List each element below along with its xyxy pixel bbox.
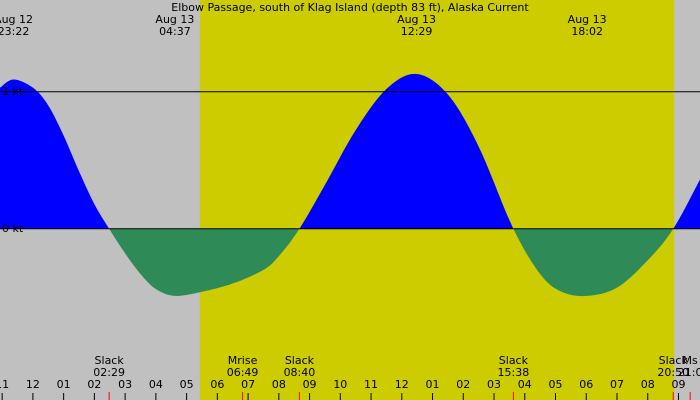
y-tick-label: 1 kt	[2, 85, 24, 98]
event-label: Ms	[683, 354, 698, 367]
x-tick-label: 09	[671, 378, 685, 391]
x-tick-label: 01	[426, 378, 440, 391]
x-tick-label: 07	[610, 378, 624, 391]
event-time: 08:40	[284, 366, 316, 379]
event-time: 15:38	[498, 366, 530, 379]
ebb-area	[109, 228, 674, 297]
flood-area	[0, 73, 700, 229]
extreme-time: 18:02	[571, 25, 603, 38]
x-tick-label: 10	[333, 378, 347, 391]
extreme-date: Aug 13	[568, 13, 607, 26]
x-tick-label: 08	[641, 378, 655, 391]
extreme-date: Aug 13	[155, 13, 194, 26]
y-tick-label: 0 kt	[2, 222, 24, 235]
x-tick-label: 08	[272, 378, 286, 391]
extreme-time: 23:22	[0, 25, 29, 38]
event-time: 20:50	[657, 366, 689, 379]
x-tick-label: 03	[118, 378, 132, 391]
event-time: 02:29	[93, 366, 125, 379]
x-tick-label: 05	[549, 378, 563, 391]
x-tick-label: 04	[149, 378, 163, 391]
event-label: Slack	[499, 354, 529, 367]
x-tick-label: 11	[364, 378, 378, 391]
x-tick-label: 07	[241, 378, 255, 391]
event-label: Mrise	[228, 354, 258, 367]
x-tick-label: 03	[487, 378, 501, 391]
x-tick-label: 12	[26, 378, 40, 391]
event-label: Slack	[285, 354, 315, 367]
x-tick-label: 05	[180, 378, 194, 391]
x-tick-label: 06	[579, 378, 593, 391]
event-label: Slack	[95, 354, 125, 367]
extreme-date: Aug 13	[397, 13, 436, 26]
x-tick-label: 01	[57, 378, 71, 391]
x-tick-label: 11	[0, 378, 9, 391]
chart-title: Elbow Passage, south of Klag Island (dep…	[171, 1, 529, 14]
event-label: Slack	[659, 354, 689, 367]
x-tick-label: 09	[303, 378, 317, 391]
extreme-time: 04:37	[159, 25, 191, 38]
extreme-date: Aug 12	[0, 13, 33, 26]
extreme-time: 12:29	[401, 25, 433, 38]
x-tick-label: 04	[518, 378, 532, 391]
event-time: 21:0	[678, 366, 700, 379]
x-tick-label: 02	[456, 378, 470, 391]
x-tick-label: 12	[395, 378, 409, 391]
event-time: 06:49	[227, 366, 259, 379]
x-tick-label: 06	[210, 378, 224, 391]
x-tick-label: 02	[87, 378, 101, 391]
